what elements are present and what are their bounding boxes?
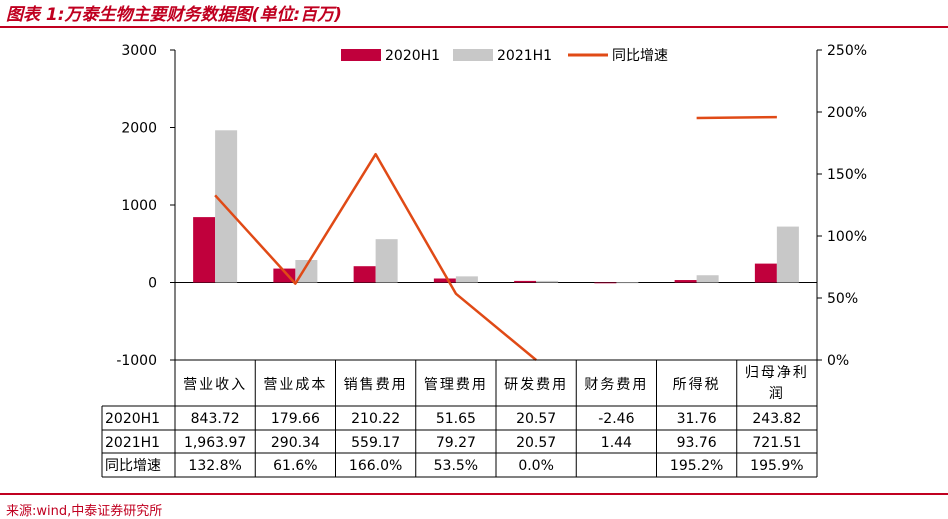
legend: 2020H1 2021H1 同比增速 [341, 48, 668, 64]
table-header-cell: 销售费用 [344, 377, 408, 393]
bar-2021h1 [375, 239, 398, 283]
table-row-label: 2021H1 [105, 435, 160, 451]
bars-layer [193, 130, 799, 284]
table-header-cell: 研发费用 [504, 377, 568, 393]
table-cell: 20.57 [516, 411, 556, 427]
right-axis-tick-label: 100% [827, 229, 867, 245]
legend-label-growth: 同比增速 [612, 48, 668, 64]
left-axis-tick-label: 0 [148, 276, 157, 292]
table-cell: 93.76 [677, 435, 717, 451]
table-cell: -2.46 [598, 411, 634, 427]
title-divider [0, 26, 948, 28]
table-cell: 1,963.97 [184, 435, 246, 451]
table-cell: 721.51 [752, 435, 801, 451]
legend-swatch-2020h1 [341, 49, 381, 61]
table-cell: 559.17 [351, 435, 400, 451]
table-cell: 195.2% [670, 458, 723, 474]
legend-swatch-2021h1 [453, 49, 493, 61]
table-header-cell: 财务费用 [584, 377, 648, 393]
table-header-cell: 归母净利 [745, 364, 809, 381]
bar-2020h1 [514, 280, 537, 283]
right-axis-tick-label: 250% [827, 43, 867, 59]
bar-2020h1 [193, 217, 216, 283]
table-cell: 166.0% [349, 458, 402, 474]
left-axis-tick-label: 2000 [121, 121, 157, 137]
table-header-cell: 营业收入 [183, 377, 247, 393]
bar-2021h1 [776, 226, 799, 283]
figure-title: 图表 1:万泰生物主要财务数据图(单位:百万) [6, 5, 342, 25]
table-cell: 243.82 [752, 411, 801, 427]
right-axis-tick-label: 0% [827, 353, 849, 369]
table-cell: 179.66 [271, 411, 320, 427]
right-axis-tick-label: 50% [827, 291, 858, 307]
table-cell: 0.0% [518, 458, 554, 474]
table-header-cell: 营业成本 [263, 377, 327, 393]
table-cell: 31.76 [677, 411, 717, 427]
table-cell: 210.22 [351, 411, 400, 427]
table-cell: 61.6% [273, 458, 317, 474]
axes-layer: 3000 2000 1000 0 -1000 250% 200% 150% 100% 50% 0% [116, 43, 867, 369]
bar-2020h1 [754, 263, 777, 283]
table-cell: 1.44 [601, 435, 632, 451]
source-divider [0, 493, 948, 495]
bar-2021h1 [696, 275, 719, 283]
bar-2020h1 [674, 280, 697, 283]
table-cell: 132.8% [188, 458, 241, 474]
growth-line [214, 152, 537, 361]
right-axis-tick-label: 200% [827, 105, 867, 121]
bar-2020h1 [433, 278, 456, 283]
left-axis-tick-label: 3000 [121, 43, 157, 59]
bar-2020h1 [594, 282, 617, 284]
left-axis-tick-label: -1000 [116, 353, 157, 369]
table-cell: 195.9% [750, 458, 803, 474]
legend-label-2021h1: 2021H1 [497, 48, 552, 64]
bar-2020h1 [353, 266, 376, 283]
bar-2021h1 [536, 280, 559, 283]
table-cell: 53.5% [434, 458, 478, 474]
legend-label-2020h1: 2020H1 [385, 48, 440, 64]
table-row-label: 同比增速 [105, 458, 161, 474]
table-row-label: 2020H1 [105, 411, 160, 427]
growth-line-layer [214, 115, 777, 361]
right-axis-tick-label: 150% [827, 167, 867, 183]
table-header-cell: 润 [769, 386, 785, 402]
table-cell: 20.57 [516, 435, 556, 451]
table-header-cell: 所得税 [673, 376, 721, 393]
table-cell: 79.27 [436, 435, 476, 451]
source-note: 来源:wind,中泰证券研究所 [6, 504, 163, 519]
bar-2021h1 [455, 276, 478, 283]
table-cell: 290.34 [271, 435, 320, 451]
table-cell: 51.65 [436, 411, 476, 427]
left-axis-tick-label: 1000 [121, 198, 157, 214]
growth-line [696, 115, 777, 120]
table-header-cell: 管理费用 [424, 377, 488, 393]
bar-2021h1 [616, 282, 639, 284]
table-cell: 843.72 [191, 411, 240, 427]
